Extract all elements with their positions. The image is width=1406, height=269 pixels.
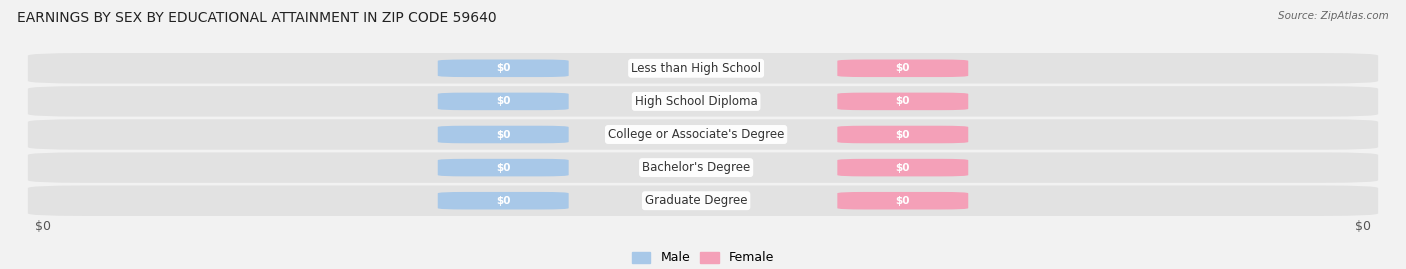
- FancyBboxPatch shape: [437, 192, 568, 210]
- FancyBboxPatch shape: [28, 152, 1378, 183]
- FancyBboxPatch shape: [28, 119, 1378, 150]
- Text: Less than High School: Less than High School: [631, 62, 761, 75]
- Text: $0: $0: [896, 63, 910, 73]
- Text: $0: $0: [496, 96, 510, 107]
- FancyBboxPatch shape: [838, 192, 969, 210]
- Text: Bachelor's Degree: Bachelor's Degree: [643, 161, 751, 174]
- Text: $0: $0: [896, 162, 910, 173]
- Text: $0: $0: [496, 196, 510, 206]
- FancyBboxPatch shape: [437, 59, 568, 77]
- Text: Source: ZipAtlas.com: Source: ZipAtlas.com: [1278, 11, 1389, 21]
- Text: $0: $0: [896, 129, 910, 140]
- Text: $0: $0: [496, 162, 510, 173]
- Text: $0: $0: [896, 196, 910, 206]
- FancyBboxPatch shape: [28, 86, 1378, 117]
- FancyBboxPatch shape: [437, 159, 568, 176]
- FancyBboxPatch shape: [437, 93, 568, 110]
- FancyBboxPatch shape: [838, 93, 969, 110]
- Text: EARNINGS BY SEX BY EDUCATIONAL ATTAINMENT IN ZIP CODE 59640: EARNINGS BY SEX BY EDUCATIONAL ATTAINMEN…: [17, 11, 496, 25]
- Text: $0: $0: [496, 63, 510, 73]
- Text: $0: $0: [1355, 220, 1371, 233]
- Text: $0: $0: [35, 220, 51, 233]
- Text: College or Associate's Degree: College or Associate's Degree: [607, 128, 785, 141]
- Legend: Male, Female: Male, Female: [627, 246, 779, 269]
- FancyBboxPatch shape: [838, 126, 969, 143]
- FancyBboxPatch shape: [838, 159, 969, 176]
- Text: Graduate Degree: Graduate Degree: [645, 194, 748, 207]
- Text: $0: $0: [496, 129, 510, 140]
- FancyBboxPatch shape: [28, 186, 1378, 216]
- FancyBboxPatch shape: [28, 53, 1378, 83]
- FancyBboxPatch shape: [838, 59, 969, 77]
- Text: High School Diploma: High School Diploma: [634, 95, 758, 108]
- Text: $0: $0: [896, 96, 910, 107]
- FancyBboxPatch shape: [437, 126, 568, 143]
